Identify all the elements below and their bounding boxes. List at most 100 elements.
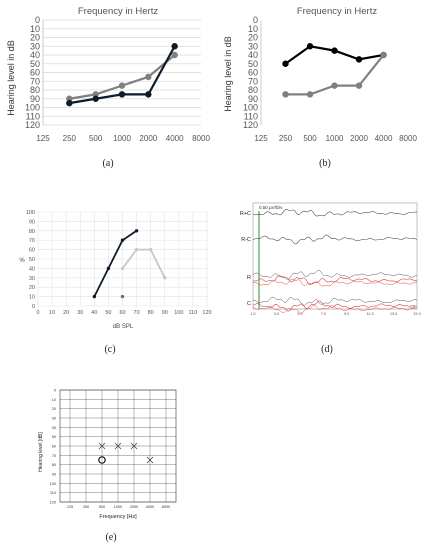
plot-frame bbox=[252, 202, 418, 310]
data-point bbox=[306, 91, 314, 98]
x-tick-label: 0 bbox=[36, 310, 39, 316]
data-point bbox=[120, 266, 125, 271]
y-tick-label: 50 bbox=[248, 59, 258, 69]
x-tick-label: 60 bbox=[119, 310, 125, 316]
x-tick-label: 9.0 bbox=[344, 312, 349, 316]
data-point bbox=[120, 238, 125, 242]
caption-a: (a) bbox=[102, 158, 114, 169]
x-tick-label: 250 bbox=[63, 134, 77, 143]
x-tick-label: 125 bbox=[36, 134, 50, 143]
o-marker bbox=[98, 456, 106, 464]
x-tick-label: 120 bbox=[202, 310, 211, 316]
y-tick-label: 40 bbox=[29, 266, 35, 272]
y-tick-label: 10 bbox=[29, 295, 35, 301]
chart-c-xlabel: dB SPL bbox=[113, 324, 134, 330]
x-tick-label: 13.0 bbox=[390, 312, 397, 316]
data-point bbox=[106, 266, 111, 271]
data-point bbox=[171, 43, 178, 50]
y-tick-label: 60 bbox=[29, 248, 35, 254]
y-tick-label: 10 bbox=[52, 398, 56, 402]
data-point bbox=[331, 82, 338, 89]
data-point bbox=[92, 95, 99, 102]
y-tick-label: 90 bbox=[30, 94, 40, 104]
y-tick-label: 100 bbox=[50, 482, 56, 486]
caption-b: (b) bbox=[319, 158, 331, 169]
y-tick-label: 110 bbox=[244, 111, 258, 121]
trace-label: R+C bbox=[240, 211, 251, 217]
chart-a-ylabel: Hearing level in dB bbox=[6, 40, 16, 116]
y-tick-label: 70 bbox=[52, 454, 56, 458]
y-tick-label: 0 bbox=[32, 304, 35, 310]
y-tick-label: 100 bbox=[243, 103, 258, 113]
y-tick-label: 50 bbox=[30, 59, 40, 69]
x-tick-label: 80 bbox=[148, 310, 154, 316]
x-tick-label: 3.0 bbox=[274, 312, 279, 316]
x-tick-label: 1000 bbox=[114, 505, 122, 509]
data-point bbox=[134, 247, 139, 252]
y-tick-label: 80 bbox=[52, 463, 56, 467]
x-tick-label: 1000 bbox=[326, 134, 344, 143]
y-tick-label: 20 bbox=[29, 285, 35, 291]
trace-label: R bbox=[247, 275, 251, 281]
x-tick-label: 7.0 bbox=[321, 312, 326, 316]
y-tick-label: 110 bbox=[50, 491, 56, 495]
data-point bbox=[118, 91, 126, 98]
series-line-1 bbox=[93, 230, 138, 298]
y-tick-label: 70 bbox=[29, 238, 35, 244]
x-tick-label: 5.0 bbox=[297, 312, 302, 316]
y-tick-label: 120 bbox=[243, 120, 258, 130]
y-tick-label: 100 bbox=[25, 103, 40, 113]
chart-b-title: Frequency in Hertz bbox=[297, 6, 378, 17]
y-tick-label: 120 bbox=[25, 120, 40, 130]
x-tick-label: 500 bbox=[99, 505, 105, 509]
x-tick-label: 1.0 bbox=[250, 312, 255, 316]
data-point bbox=[92, 294, 97, 299]
x-marker bbox=[146, 456, 154, 464]
x-tick-label: 100 bbox=[174, 310, 183, 316]
y-tick-label: 40 bbox=[52, 426, 56, 430]
y-tick-label: 0 bbox=[35, 15, 40, 25]
y-tick-label: 20 bbox=[30, 33, 40, 43]
x-tick-label: 1000 bbox=[113, 134, 131, 143]
y-tick-label: 10 bbox=[30, 24, 40, 34]
y-tick-label: 20 bbox=[52, 407, 56, 411]
y-tick-label: 50 bbox=[52, 435, 56, 439]
chart-a: Frequency in Hertz Hearing level in dB 0… bbox=[6, 6, 210, 143]
chart-b: Frequency in Hertz Hearing level in dB 0… bbox=[223, 6, 417, 143]
data-point bbox=[118, 82, 126, 89]
chart-e-xlabel: Frequency [Hz] bbox=[99, 514, 137, 520]
data-point bbox=[282, 60, 289, 67]
data-point bbox=[355, 82, 363, 89]
trace-red bbox=[252, 278, 418, 287]
y-tick-label: 0 bbox=[253, 15, 258, 25]
y-tick-label: 20 bbox=[248, 33, 258, 43]
data-point bbox=[355, 56, 363, 63]
data-point bbox=[380, 51, 387, 59]
x-tick-label: 500 bbox=[303, 134, 317, 143]
trace-gray bbox=[252, 234, 418, 245]
x-tick-label: 40 bbox=[91, 310, 97, 316]
data-point bbox=[148, 247, 153, 252]
y-tick-label: 100 bbox=[26, 210, 35, 216]
scale-label: 0.50 µV/Div bbox=[259, 205, 283, 210]
y-tick-label: 30 bbox=[30, 41, 40, 51]
y-tick-label: 60 bbox=[248, 68, 258, 78]
caption-e: (e) bbox=[105, 532, 117, 543]
x-tick-label: 20 bbox=[63, 310, 69, 316]
x-tick-label: 90 bbox=[162, 310, 168, 316]
x-tick-label: 10 bbox=[49, 310, 55, 316]
x-tick-label: 110 bbox=[189, 310, 198, 316]
y-tick-label: 40 bbox=[30, 50, 40, 60]
y-tick-label: 80 bbox=[29, 229, 35, 235]
x-tick-label: 4000 bbox=[166, 134, 184, 143]
data-point bbox=[92, 91, 99, 98]
y-tick-label: 90 bbox=[29, 219, 35, 225]
trace-gray bbox=[252, 269, 418, 281]
y-tick-label: 90 bbox=[52, 473, 56, 477]
y-tick-label: 70 bbox=[248, 76, 258, 86]
trace-gray bbox=[252, 296, 418, 307]
x-tick-label: 2000 bbox=[130, 505, 138, 509]
x-tick-label: 500 bbox=[89, 134, 103, 143]
y-tick-label: 50 bbox=[29, 257, 35, 263]
data-point bbox=[306, 43, 314, 50]
